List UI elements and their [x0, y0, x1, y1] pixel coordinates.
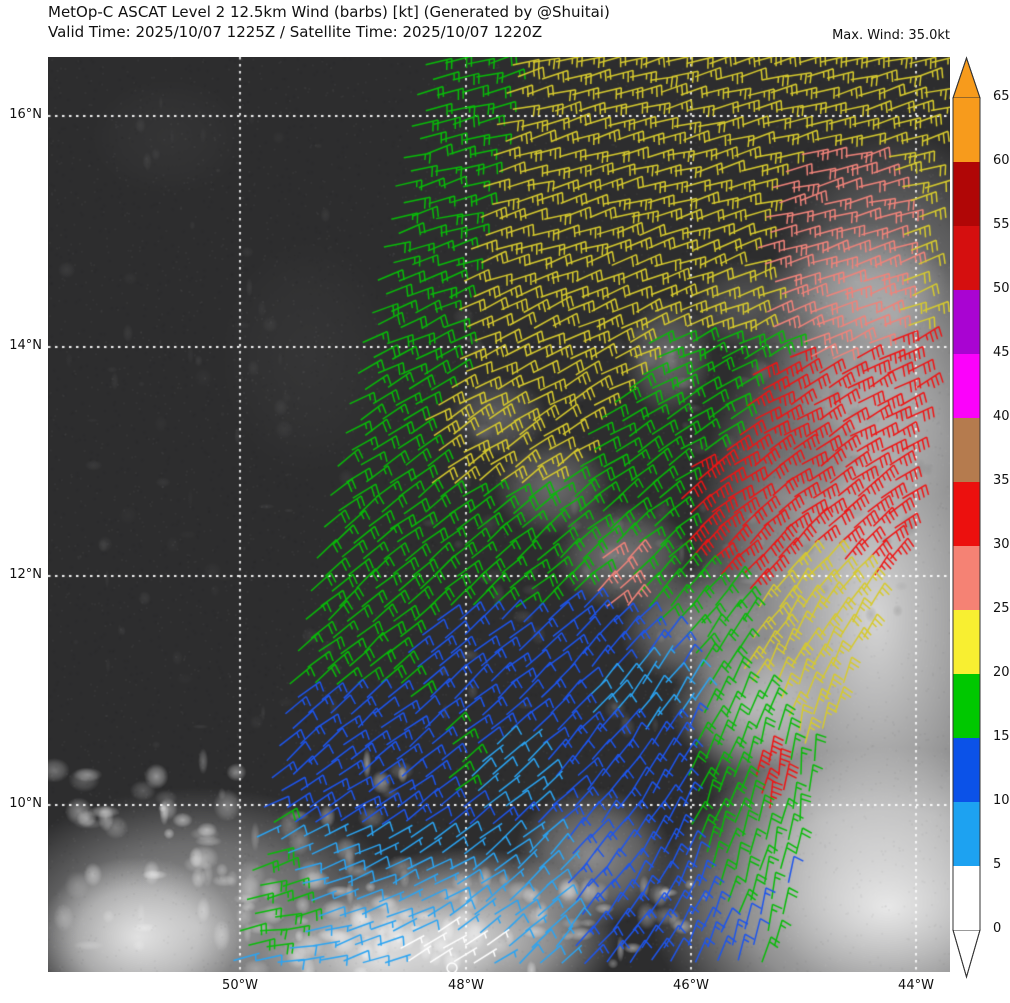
lat-tick-label: 12°N	[9, 567, 42, 582]
colorbar-tick-label: 10	[993, 793, 1010, 808]
colorbar-tick-label: 15	[993, 729, 1010, 744]
colorbar-tick-label: 55	[993, 217, 1010, 232]
lon-tick-label: 48°W	[448, 978, 484, 993]
max-wind-annotation: Max. Wind: 35.0kt	[832, 28, 950, 43]
colorbar-tick-label: 35	[993, 473, 1010, 488]
colorbar-tick-label: 20	[993, 665, 1010, 680]
chart-title: MetOp-C ASCAT Level 2 12.5km Wind (barbs…	[48, 3, 610, 21]
colorbar-tick-label: 0	[993, 921, 1002, 936]
lat-tick-label: 16°N	[9, 107, 42, 122]
chart-subtitle: Valid Time: 2025/10/07 1225Z / Satellite…	[48, 23, 543, 41]
map-area	[48, 57, 950, 972]
colorbar-tick-label: 50	[993, 281, 1010, 296]
wind-barb-field-canvas	[48, 57, 950, 972]
colorbar-tick-label: 65	[993, 89, 1010, 104]
colorbar-tick-label: 40	[993, 409, 1010, 424]
colorbar-tick-label: 45	[993, 345, 1010, 360]
colorbar	[951, 55, 985, 982]
lat-tick-label: 10°N	[9, 796, 42, 811]
lat-tick-label: 14°N	[9, 338, 42, 353]
colorbar-tick-label: 25	[993, 601, 1010, 616]
colorbar-tick-label: 60	[993, 153, 1010, 168]
colorbar-tick-label: 5	[993, 857, 1002, 872]
lon-tick-label: 50°W	[222, 978, 258, 993]
lon-tick-label: 44°W	[898, 978, 934, 993]
lon-tick-label: 46°W	[673, 978, 709, 993]
colorbar-tick-label: 30	[993, 537, 1010, 552]
colorbar-graphic	[952, 56, 981, 979]
